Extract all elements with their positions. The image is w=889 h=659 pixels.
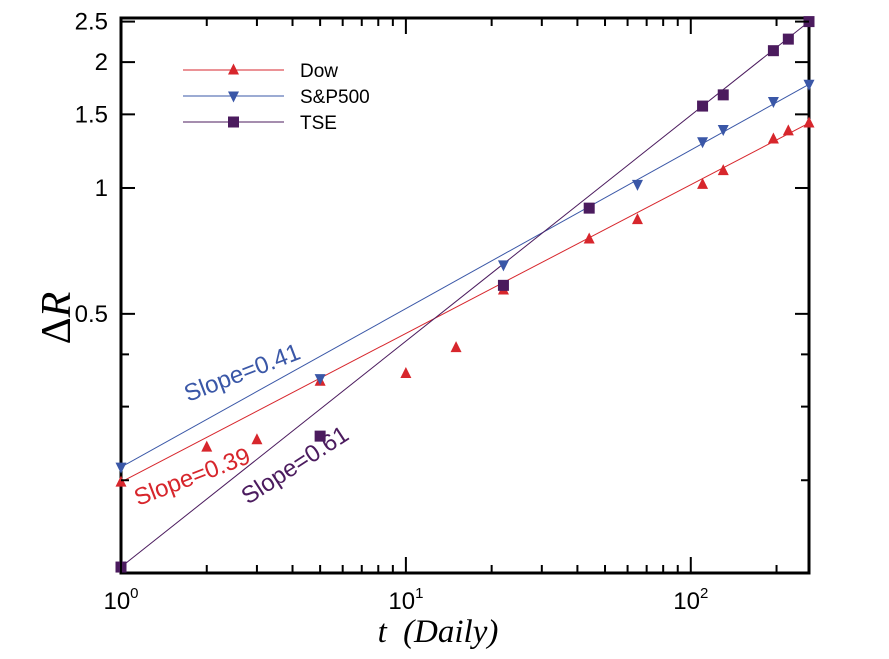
x-tick-label: 102 xyxy=(673,585,708,615)
y-tick-label: 1.5 xyxy=(75,101,108,128)
data-point-dow xyxy=(782,124,794,136)
data-point-sp500 xyxy=(717,124,729,136)
data-point-dow xyxy=(583,232,595,244)
y-axis-title-delta: Δ xyxy=(34,317,80,344)
x-axis-title: t (Daily) xyxy=(378,614,499,650)
data-point-tse xyxy=(717,89,729,101)
y-tick-label: 0.5 xyxy=(75,301,108,328)
data-point-sp500 xyxy=(497,260,509,272)
y-axis-title-variable: R xyxy=(34,292,80,319)
fit-lines xyxy=(120,21,810,568)
data-point-dow xyxy=(631,213,643,225)
legend-label-tse: TSE xyxy=(300,113,337,134)
data-point-dow xyxy=(450,341,462,353)
data-point-tse xyxy=(767,45,779,57)
y-axis-title: ΔR xyxy=(34,292,80,345)
data-point-dow xyxy=(251,433,263,445)
data-point-tse xyxy=(583,202,595,214)
data-point-sp500 xyxy=(697,137,709,149)
legend-label-sp500: S&P500 xyxy=(300,87,370,108)
slope-label-tse: Slope=0.61 xyxy=(237,421,354,510)
y-tick-label: 2 xyxy=(95,49,108,76)
legend: Dow S&P500 TSE xyxy=(183,61,370,134)
axis-ticks: 100 101 102 0.5 1 1.5 2 2.5 xyxy=(75,9,809,615)
x-axis-title-variable: t xyxy=(378,614,388,650)
data-point-sp500 xyxy=(767,97,779,109)
x-axis-title-unit: (Daily) xyxy=(403,614,498,650)
plot-frame xyxy=(119,16,811,575)
data-point-dow xyxy=(717,164,729,176)
data-point-tse xyxy=(697,100,709,112)
data-point-tse xyxy=(782,33,794,45)
data-markers xyxy=(115,16,815,573)
data-point-sp500 xyxy=(631,179,643,191)
x-tick-label: 101 xyxy=(388,585,423,615)
slope-annotations: Slope=0.41 Slope=0.39 Slope=0.61 xyxy=(130,339,353,512)
y-tick-label: 1 xyxy=(95,175,108,202)
slope-label-sp500: Slope=0.41 xyxy=(180,339,304,408)
data-point-tse xyxy=(497,279,509,291)
data-point-dow xyxy=(400,367,412,379)
data-point-sp500 xyxy=(314,374,326,386)
fit-line-sp500 xyxy=(120,83,810,468)
plot-frame-layer xyxy=(119,16,811,575)
legend-marker-dow xyxy=(228,63,239,75)
data-point-dow xyxy=(767,132,779,144)
legend-marker-tse xyxy=(228,116,239,128)
data-point-dow xyxy=(697,177,709,189)
data-point-sp500 xyxy=(115,462,127,474)
legend-marker-sp500 xyxy=(228,91,239,103)
data-point-tse xyxy=(314,430,326,442)
x-tick-label: 100 xyxy=(103,585,138,615)
data-point-sp500 xyxy=(803,79,815,91)
data-point-dow xyxy=(201,440,213,452)
fit-line-dow xyxy=(120,122,810,483)
legend-label-dow: Dow xyxy=(300,61,338,82)
fit-line-tse xyxy=(120,21,810,568)
slope-label-dow: Slope=0.39 xyxy=(130,443,254,512)
data-point-dow xyxy=(803,116,815,128)
axis-titles: t (Daily) ΔR xyxy=(34,292,498,650)
y-tick-label: 2.5 xyxy=(75,9,108,36)
